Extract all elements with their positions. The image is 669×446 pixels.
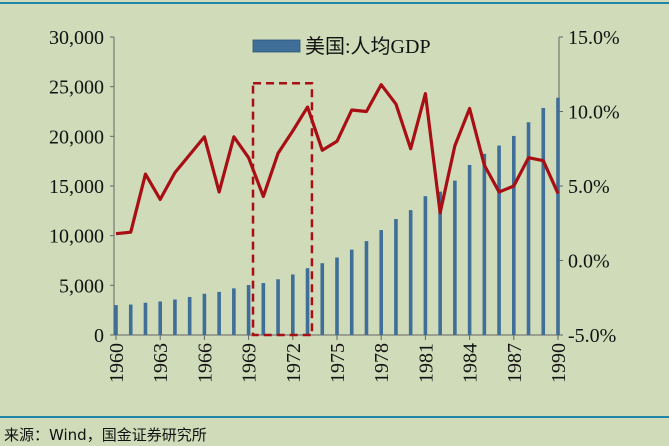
bar <box>482 153 487 335</box>
left-tick-label: 0 <box>94 325 104 347</box>
right-tick-label: 5.0% <box>568 176 610 198</box>
left-tick-label: 15,000 <box>49 176 104 198</box>
right-tick-label: 15.0% <box>568 27 620 49</box>
bar <box>291 274 295 335</box>
bar <box>364 241 369 335</box>
bar <box>143 302 148 335</box>
growth-line <box>115 83 560 236</box>
annotation-dashed-box <box>251 81 314 337</box>
bar <box>173 299 177 335</box>
right-tick-label: 10.0% <box>568 102 620 124</box>
bar <box>217 291 221 335</box>
x-tick-label: 1987 <box>504 343 526 383</box>
bar <box>261 283 266 335</box>
bar <box>320 263 325 335</box>
bar <box>541 107 546 335</box>
x-tick-label: 1963 <box>150 343 172 383</box>
left-tick-label: 20,000 <box>49 126 104 148</box>
left-tick-label: 5,000 <box>59 275 104 297</box>
left-tick-label: 25,000 <box>49 77 104 99</box>
bar <box>526 122 531 335</box>
right-tick-label: 0.0% <box>568 251 610 273</box>
x-tick-label: 1984 <box>460 343 482 383</box>
x-tick-label: 1978 <box>371 343 393 383</box>
bar <box>276 279 280 335</box>
bar <box>114 305 118 335</box>
source-note: 来源：Wind，国金证券研究所 <box>4 426 207 444</box>
x-tick-label: 1966 <box>194 343 216 383</box>
bar <box>379 230 383 335</box>
bar <box>187 296 192 335</box>
bar <box>467 164 472 335</box>
bar <box>438 191 442 335</box>
x-tick-label: 1972 <box>283 343 305 383</box>
legend-label: 美国:人均GDP <box>305 35 431 58</box>
x-tick-label: 1981 <box>415 343 437 383</box>
bar <box>497 145 501 335</box>
bar <box>349 249 354 335</box>
bar <box>232 288 236 335</box>
bar <box>246 285 251 335</box>
bar <box>394 219 398 335</box>
left-tick-label: 30,000 <box>49 27 104 49</box>
bar <box>512 135 516 335</box>
legend-swatch <box>252 39 301 53</box>
bar <box>408 210 413 335</box>
x-tick-label: 1990 <box>548 343 570 383</box>
bar <box>128 304 133 335</box>
x-tick-label: 1975 <box>327 343 349 383</box>
bar <box>423 196 428 335</box>
bar <box>202 293 207 335</box>
x-tick-label: 1969 <box>239 343 261 383</box>
bar <box>453 180 457 335</box>
bar <box>556 97 560 335</box>
bar <box>305 268 310 335</box>
left-tick-label: 10,000 <box>49 226 104 248</box>
bar <box>335 257 339 335</box>
right-tick-label: -5.0% <box>568 325 616 347</box>
bar <box>158 301 162 335</box>
x-tick-label: 1960 <box>106 343 128 383</box>
